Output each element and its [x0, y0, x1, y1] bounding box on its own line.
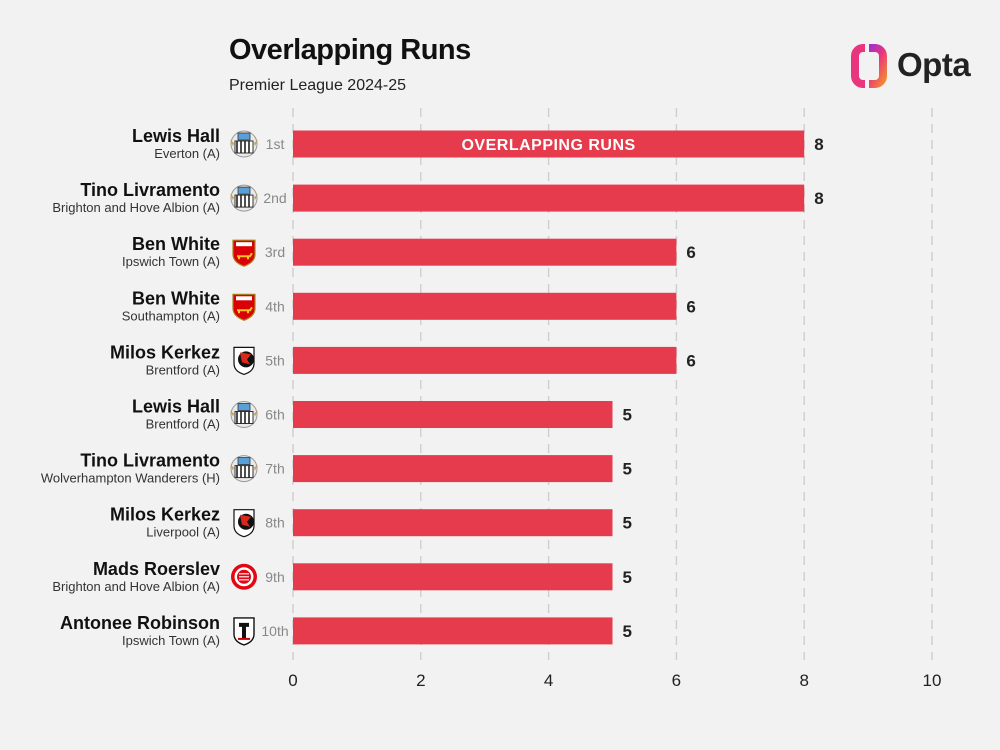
- value-label: 6: [686, 297, 695, 316]
- opponent-label: Ipswich Town (A): [122, 633, 220, 648]
- opponent-label: Wolverhampton Wanderers (H): [41, 471, 220, 486]
- bournemouth-crest-icon: [233, 346, 255, 376]
- bar: [293, 401, 613, 428]
- opponent-label: Ipswich Town (A): [122, 254, 220, 269]
- rank-label: 6th: [265, 407, 284, 423]
- arsenal-crest-icon: [232, 293, 256, 321]
- rank-label: 1st: [266, 136, 285, 152]
- x-tick-label: 4: [544, 671, 553, 690]
- bar: [293, 509, 613, 537]
- bar: [293, 563, 613, 591]
- bar: [293, 617, 613, 645]
- player-name: Antonee Robinson: [60, 613, 220, 633]
- opponent-label: Brighton and Hove Albion (A): [52, 579, 220, 594]
- rank-label: 2nd: [263, 190, 286, 206]
- bar: [293, 455, 613, 483]
- x-tick-label: 0: [288, 671, 297, 690]
- value-label: 5: [623, 406, 632, 425]
- player-name: Lewis Hall: [132, 126, 220, 146]
- value-label: 6: [686, 243, 695, 262]
- fulham-crest-icon: [233, 617, 255, 646]
- player-name: Tino Livramento: [80, 451, 220, 471]
- value-label: 6: [686, 351, 695, 370]
- brentford-crest-icon: [231, 563, 257, 590]
- bar: [293, 292, 677, 320]
- player-name: Lewis Hall: [132, 397, 220, 417]
- opponent-label: Everton (A): [154, 146, 220, 161]
- x-tick-label: 8: [799, 671, 808, 690]
- value-label: 5: [623, 568, 632, 587]
- opta-logo: Opta: [847, 40, 977, 92]
- rank-label: 9th: [265, 569, 284, 585]
- bar: [293, 346, 677, 374]
- chart-subtitle: Premier League 2024-25: [229, 77, 407, 94]
- opponent-label: Brighton and Hove Albion (A): [52, 200, 220, 215]
- rank-label: 5th: [265, 352, 284, 368]
- player-name: Mads Roerslev: [93, 559, 220, 579]
- newcastle-crest-icon: [230, 184, 258, 212]
- rank-label: 3rd: [265, 244, 285, 260]
- newcastle-crest-icon: [230, 130, 258, 158]
- bars: 8 8 6 6 6 5 5 5 5 5 OVERLAPPING RUNS: [293, 130, 824, 645]
- player-name: Tino Livramento: [80, 180, 220, 200]
- rank-label: 4th: [265, 298, 284, 314]
- x-tick-label: 6: [672, 671, 681, 690]
- bar-series-label: OVERLAPPING RUNS: [461, 137, 635, 154]
- player-name: Ben White: [132, 288, 220, 308]
- grid-lines: [292, 108, 933, 660]
- opponent-label: Southampton (A): [122, 308, 220, 323]
- bar: [293, 184, 805, 212]
- opponent-label: Brentford (A): [146, 362, 220, 377]
- value-label: 8: [814, 135, 823, 154]
- x-axis-ticks: 0 2 4 6 8 10: [288, 671, 941, 690]
- opponent-label: Liverpool (A): [146, 525, 220, 540]
- value-label: 5: [623, 622, 632, 641]
- value-label: 5: [623, 460, 632, 479]
- newcastle-crest-icon: [230, 401, 258, 428]
- rank-label: 8th: [265, 515, 284, 531]
- value-label: 5: [623, 514, 632, 533]
- opta-logo-icon: [851, 44, 887, 88]
- arsenal-crest-icon: [232, 239, 256, 267]
- rank-label: 7th: [265, 461, 284, 477]
- chart-title: Overlapping Runs: [229, 34, 471, 66]
- player-name: Ben White: [132, 234, 220, 254]
- rank-label: 10th: [261, 623, 288, 639]
- bournemouth-crest-icon: [233, 509, 255, 538]
- value-label: 8: [814, 189, 823, 208]
- player-name: Milos Kerkez: [110, 342, 220, 362]
- player-name: Milos Kerkez: [110, 505, 220, 525]
- newcastle-crest-icon: [230, 455, 258, 483]
- opta-logo-text: Opta: [897, 46, 971, 83]
- bar: [293, 130, 805, 158]
- opponent-label: Brentford (A): [146, 417, 220, 432]
- x-tick-label: 10: [923, 671, 942, 690]
- x-tick-label: 2: [416, 671, 425, 690]
- bar: [293, 238, 677, 266]
